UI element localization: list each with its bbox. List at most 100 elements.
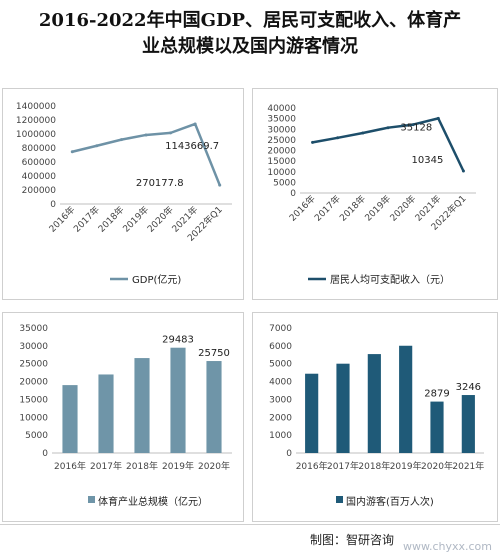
y-tick-label: 25000	[267, 136, 296, 146]
legend-label: 国内游客(百万人次)	[346, 495, 434, 508]
y-tick-label: 5000	[269, 360, 292, 370]
y-tick-label: 15000	[19, 395, 48, 405]
legend-label: GDP(亿元)	[132, 273, 181, 286]
data-point	[169, 131, 173, 135]
y-tick-label: 35000	[267, 115, 296, 125]
x-tick-label: 2019年	[390, 460, 422, 472]
source-credit: 制图：智研咨询	[310, 533, 395, 547]
x-tick-label: 2019年	[162, 460, 194, 472]
legend-label: 居民人均可支配收入（元）	[330, 273, 450, 286]
x-tick-label: 2016年	[296, 460, 328, 472]
data-point	[436, 116, 440, 120]
x-tick-label: 2020年	[421, 460, 453, 472]
data-point	[461, 169, 465, 173]
y-tick-label: 20000	[19, 378, 48, 388]
y-tick-label: 5000	[273, 178, 296, 188]
data-label: 35128	[400, 122, 432, 133]
page-title: 2016-2022年中国GDP、居民可支配收入、体育产 业总规模以及国内游客情况	[0, 8, 500, 60]
domestic-tourists-chart-panel	[252, 312, 498, 522]
y-tick-label: 25000	[19, 360, 48, 370]
legend-bar-swatch	[336, 496, 343, 503]
data-label: 270177.8	[136, 178, 184, 189]
y-tick-label: 1400000	[16, 102, 56, 112]
bar	[399, 345, 413, 453]
y-tick-label: 800000	[22, 144, 57, 154]
data-point	[361, 131, 365, 135]
x-tick-label: 2018年	[358, 460, 390, 472]
x-tick-label: 2021年	[452, 460, 484, 472]
footer: 制图：智研咨询 www.chyxx.com	[0, 524, 500, 555]
x-tick-label: 2017年	[71, 204, 102, 235]
data-point	[386, 126, 390, 130]
y-tick-label: 1000	[269, 431, 292, 441]
x-tick-label: 2020年	[198, 460, 230, 472]
charts-canvas: 0200000400000600000800000100000012000001…	[16, 102, 484, 508]
y-tick-label: 20000	[267, 147, 296, 157]
income-chart-panel	[252, 88, 498, 300]
y-tick-label: 600000	[22, 158, 57, 168]
data-point	[193, 122, 197, 126]
x-tick-label: 2016年	[54, 460, 86, 472]
bar	[134, 358, 150, 453]
y-tick-label: 40000	[267, 104, 296, 114]
series-line	[71, 122, 221, 186]
legend-bar-swatch	[88, 496, 95, 503]
x-tick-label: 2019年	[362, 193, 393, 224]
x-tick-label: 2017年	[312, 193, 343, 224]
bar	[170, 347, 186, 453]
y-tick-label: 0	[286, 449, 292, 459]
y-tick-label: 1000000	[16, 130, 56, 140]
y-tick-label: 0	[50, 200, 56, 210]
bar	[430, 401, 444, 453]
watermark: www.chyxx.com	[402, 540, 492, 553]
y-tick-label: 200000	[22, 186, 57, 196]
x-tick-label: 2020年	[145, 204, 176, 235]
data-label: 29483	[162, 335, 194, 346]
data-point	[95, 144, 99, 148]
y-tick-label: 10000	[267, 168, 296, 178]
sports-industry-chart-panel	[2, 312, 244, 522]
y-tick-label: 0	[290, 189, 296, 199]
y-tick-label: 30000	[267, 125, 296, 135]
bar	[305, 373, 319, 453]
y-tick-label: 2000	[269, 413, 292, 423]
bar	[206, 361, 222, 453]
y-tick-label: 6000	[269, 342, 292, 352]
data-label: 1143669.7	[165, 141, 219, 152]
legend-label: 体育产业总规模（亿元）	[98, 495, 208, 508]
data-point	[411, 123, 415, 127]
x-tick-label: 2018年	[126, 460, 158, 472]
bar	[367, 354, 381, 453]
data-label: 2879	[424, 389, 449, 400]
y-tick-label: 0	[42, 449, 48, 459]
y-tick-label: 400000	[22, 172, 57, 182]
y-tick-label: 15000	[267, 157, 296, 167]
data-point	[119, 138, 123, 142]
y-tick-label: 3000	[269, 395, 292, 405]
y-tick-label: 30000	[19, 342, 48, 352]
y-tick-label: 10000	[19, 413, 48, 423]
x-tick-label: 2017年	[90, 460, 122, 472]
bar	[336, 363, 350, 453]
data-label: 25750	[198, 348, 230, 359]
x-tick-label: 2019年	[120, 204, 151, 235]
x-tick-label: 2017年	[327, 460, 359, 472]
data-point	[336, 136, 340, 140]
data-point	[218, 183, 222, 187]
bar	[98, 374, 114, 453]
y-tick-label: 5000	[25, 431, 48, 441]
x-tick-label: 2020年	[387, 193, 418, 224]
y-tick-label: 7000	[269, 324, 292, 334]
y-tick-label: 4000	[269, 378, 292, 388]
bar	[461, 395, 475, 453]
page-title-line-1: 2016-2022年中国GDP、居民可支配收入、体育产	[38, 10, 462, 31]
data-point	[311, 140, 315, 144]
data-label: 3246	[456, 382, 481, 393]
x-tick-label: 2018年	[337, 193, 368, 224]
data-point	[144, 133, 148, 137]
y-tick-label: 1200000	[16, 116, 56, 126]
y-tick-label: 35000	[19, 324, 48, 334]
x-tick-label: 2018年	[96, 204, 127, 235]
data-label: 10345	[412, 155, 444, 166]
data-point	[70, 150, 74, 154]
